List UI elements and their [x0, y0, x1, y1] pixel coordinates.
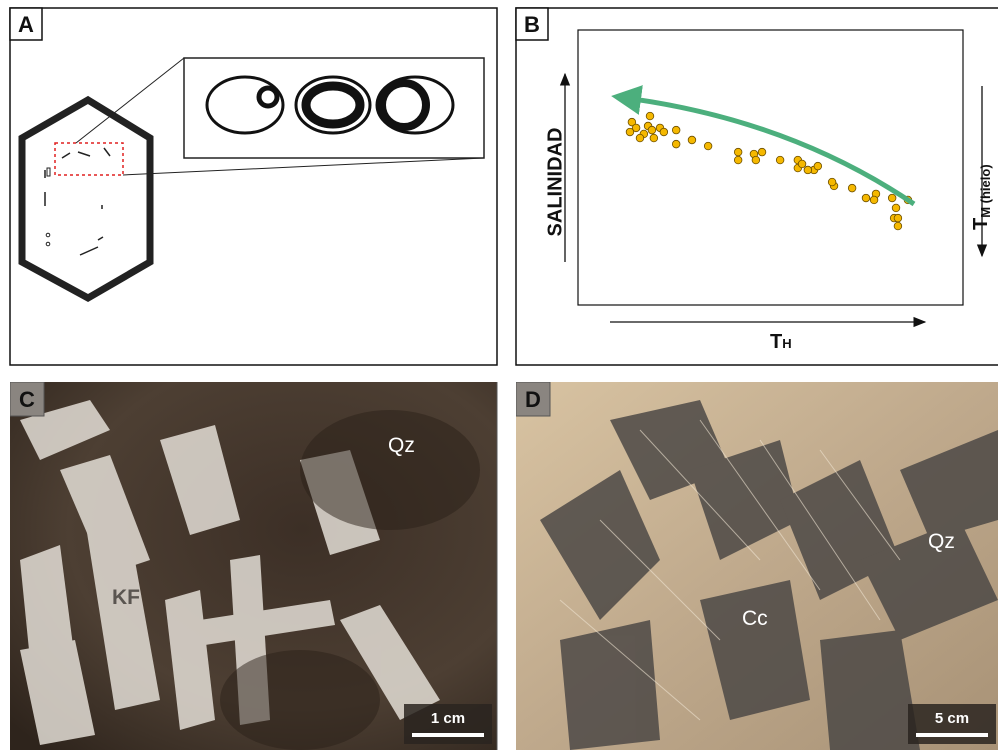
plot-area — [578, 30, 963, 305]
point — [804, 166, 812, 174]
panel-label: C — [19, 387, 35, 412]
y-axis-label: SALINIDAD — [544, 128, 566, 237]
point — [848, 184, 856, 192]
point — [734, 156, 742, 164]
point — [758, 148, 766, 156]
point — [660, 128, 668, 136]
point — [892, 204, 900, 212]
point — [650, 134, 658, 142]
point — [776, 156, 784, 164]
point — [648, 126, 656, 134]
point — [688, 136, 696, 144]
point — [752, 156, 760, 164]
mineral-label: Qz — [388, 434, 415, 457]
y2-label-main: T — [970, 218, 992, 230]
point — [870, 196, 878, 204]
zoom-box — [184, 58, 484, 158]
point — [704, 142, 712, 150]
panel-c: Qz KF 1 cm C — [10, 382, 497, 750]
panel-label: A — [18, 12, 34, 37]
point — [828, 178, 836, 186]
point — [734, 148, 742, 156]
point — [672, 126, 680, 134]
point — [862, 194, 870, 202]
y2-label-sub: M (hielo) — [978, 164, 993, 217]
point — [814, 162, 822, 170]
panel-d: Qz Cc 5 cm D — [516, 382, 998, 750]
point — [894, 222, 902, 230]
x-label-main: T — [770, 331, 782, 353]
panel-a: A — [10, 8, 497, 365]
point — [646, 112, 654, 120]
point — [672, 140, 680, 148]
point — [888, 194, 896, 202]
point — [636, 134, 644, 142]
mineral-label: Cc — [742, 607, 768, 630]
point — [626, 128, 634, 136]
point — [894, 214, 902, 222]
mineral-label: Qz — [928, 530, 955, 553]
panel-b: SALINIDAD TH TM (hielo) B — [516, 8, 998, 365]
mineral-label: KF — [112, 586, 140, 609]
point — [798, 160, 806, 168]
page: A SALINIDAD TH TM (hielo) B — [0, 0, 998, 750]
panel-label: B — [524, 12, 540, 37]
scale-bar-label: 1 cm — [431, 710, 465, 727]
scale-bar-label: 5 cm — [935, 710, 969, 727]
figure: A SALINIDAD TH TM (hielo) B — [0, 0, 998, 750]
panel-label: D — [525, 387, 541, 412]
x-label-sub: H — [782, 336, 791, 351]
